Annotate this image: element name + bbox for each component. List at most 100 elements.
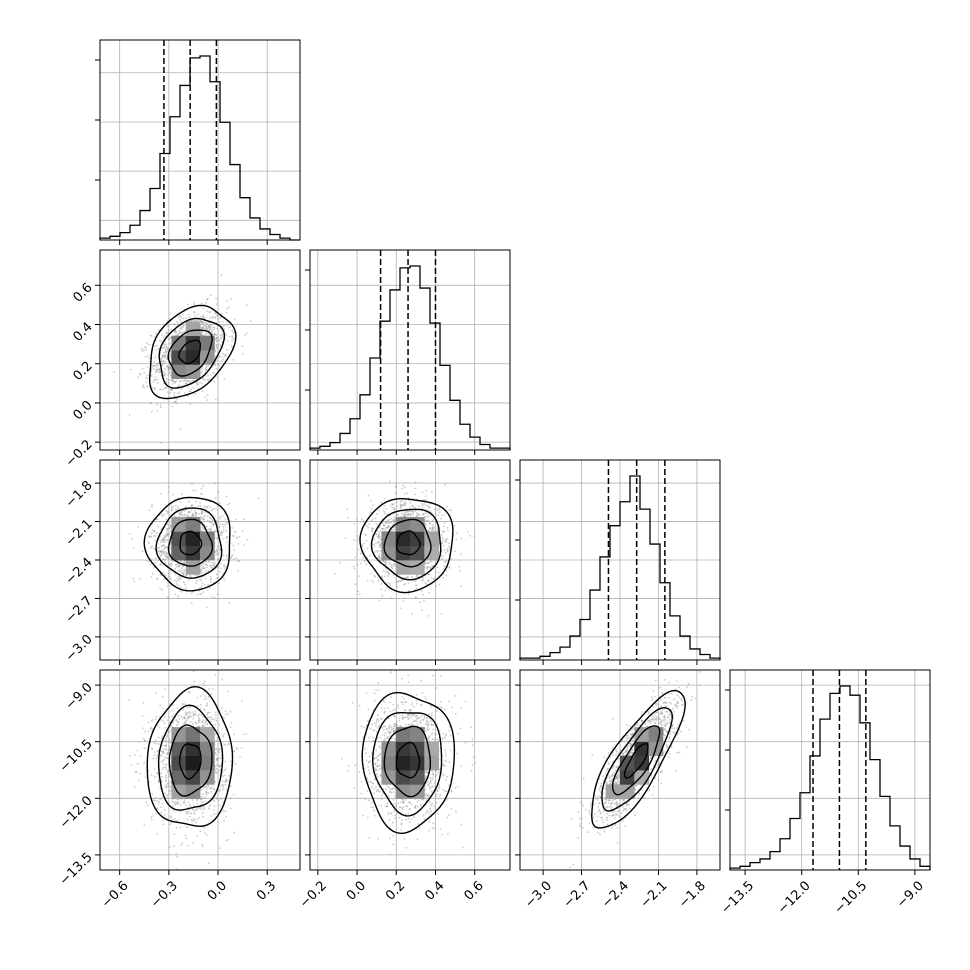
scatter-point — [207, 583, 210, 586]
scatter-point — [158, 339, 161, 342]
scatter-point — [436, 566, 439, 569]
scatter-point — [397, 580, 400, 582]
scatter-point — [181, 703, 184, 705]
scatter-point — [155, 370, 157, 372]
scatter-point — [156, 724, 159, 727]
scatter-point — [181, 590, 183, 593]
scatter-point — [156, 833, 159, 835]
scatter-point — [219, 523, 222, 525]
scatter-point — [171, 493, 174, 496]
scatter-point — [441, 542, 444, 545]
scatter-point — [411, 513, 414, 516]
scatter-point — [205, 566, 208, 569]
scatter-point — [448, 565, 451, 568]
scatter-point — [216, 347, 219, 350]
scatter-point — [436, 509, 439, 512]
scatter-point — [214, 339, 217, 341]
scatter-point — [201, 526, 204, 528]
scatter-point — [437, 571, 440, 574]
scatter-point — [428, 510, 431, 512]
scatter-point — [373, 574, 376, 577]
scatter-point — [206, 834, 208, 836]
scatter-point — [179, 590, 182, 592]
scatter-point — [202, 719, 205, 722]
scatter-point — [405, 502, 407, 505]
scatter-point — [431, 491, 433, 494]
scatter-point — [165, 386, 167, 389]
scatter-point — [384, 529, 386, 531]
scatter-point — [425, 562, 427, 565]
scatter-point — [225, 529, 227, 532]
scatter-point — [168, 533, 171, 536]
scatter-point — [157, 549, 160, 552]
histogram-0 — [99, 55, 300, 241]
scatter-point — [183, 561, 186, 564]
scatter-point — [209, 719, 211, 721]
y-tick-label: −0.2 — [63, 437, 96, 470]
scatter-point — [225, 778, 228, 780]
scatter-point — [156, 772, 159, 775]
scatter-point — [205, 606, 208, 609]
scatter-point — [163, 359, 165, 362]
scatter-point — [162, 552, 165, 555]
scatter-point — [372, 518, 374, 520]
scatter-point — [428, 566, 431, 569]
scatter-point — [188, 390, 190, 392]
scatter-point — [187, 844, 190, 847]
scatter-point — [164, 740, 167, 743]
scatter-point — [372, 527, 374, 530]
scatter-point — [391, 528, 393, 531]
scatter-point — [190, 388, 192, 391]
scatter-point — [412, 510, 415, 513]
scatter-point — [152, 757, 155, 760]
scatter-point — [177, 506, 180, 508]
scatter-point — [165, 380, 168, 383]
scatter-point — [206, 378, 209, 381]
scatter-point — [394, 492, 397, 495]
scatter-point — [154, 378, 157, 381]
scatter-point — [376, 535, 379, 538]
scatter-point — [207, 786, 209, 789]
scatter-point — [149, 402, 152, 405]
scatter-point — [460, 537, 463, 540]
scatter-point — [210, 791, 213, 793]
scatter-point — [395, 514, 398, 516]
scatter-point — [209, 316, 212, 319]
scatter-point — [165, 783, 168, 786]
scatter-point — [192, 386, 195, 389]
scatter-point — [431, 525, 434, 528]
scatter-point — [195, 319, 198, 322]
histogram-1 — [309, 265, 511, 450]
scatter-point — [222, 526, 225, 528]
contour-level — [370, 508, 442, 581]
x-tick-label: −9.0 — [894, 878, 927, 911]
scatter-point — [177, 801, 180, 804]
scatter-point — [222, 531, 225, 533]
scatter-point — [207, 364, 210, 367]
scatter-point — [192, 301, 195, 304]
scatter-point — [436, 527, 439, 530]
scatter-point — [178, 330, 181, 332]
scatter-point — [163, 343, 166, 346]
scatter-point — [218, 748, 220, 750]
scatter-point — [152, 815, 155, 817]
scatter-point — [225, 554, 228, 557]
scatter-point — [180, 388, 183, 390]
scatter-point — [130, 764, 133, 766]
scatter-point — [178, 332, 181, 334]
scatter-point — [137, 526, 140, 528]
y-tick-label: −2.1 — [63, 517, 96, 550]
scatter-point — [443, 548, 446, 551]
scatter-point — [372, 581, 375, 584]
scatter-point — [160, 340, 163, 343]
scatter-point — [202, 307, 205, 310]
scatter-point — [418, 505, 421, 508]
scatter-point — [219, 317, 222, 319]
scatter-point — [220, 312, 223, 315]
scatter-point — [222, 572, 224, 575]
scatter-point — [191, 379, 194, 382]
scatter-point — [206, 506, 209, 508]
scatter-point — [361, 544, 364, 546]
scatter-point — [211, 327, 214, 329]
scatter-point — [205, 328, 208, 331]
